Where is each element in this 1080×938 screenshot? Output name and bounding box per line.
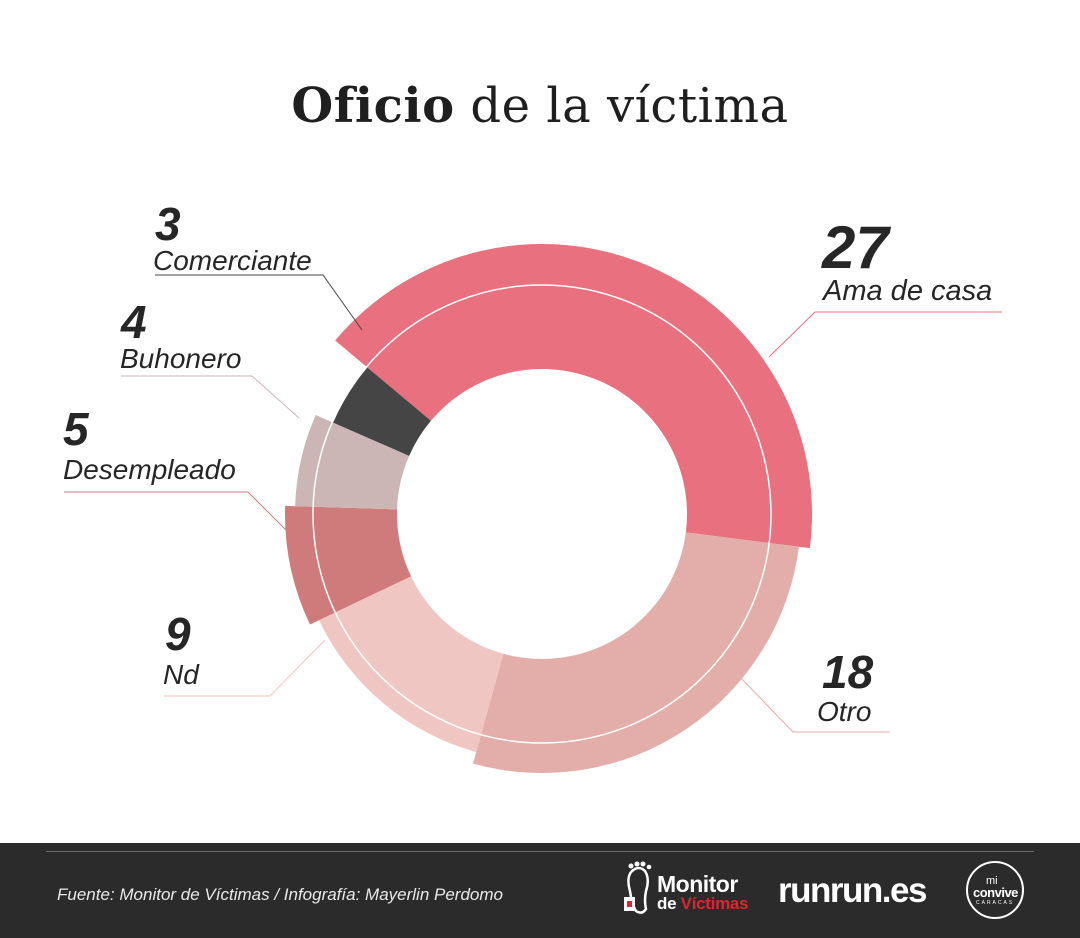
mi-convive-logo: mi convive CARACAS — [966, 861, 1024, 919]
donut-chart: 27 Ama de casa 18 Otro 9 Nd 5 Desemplead… — [63, 198, 1002, 773]
slice-buhonero — [295, 414, 410, 510]
monitor-logo-line1: Monitor — [657, 871, 738, 897]
category-label-comerciante: Comerciante — [153, 245, 312, 276]
footprint-icon — [624, 861, 652, 914]
inner-guide-ring — [312, 284, 772, 744]
slice-otro — [472, 532, 799, 773]
leader-line-nd — [164, 639, 326, 697]
footer-divider — [46, 851, 1034, 852]
value-label-desempleado: 5 — [63, 403, 90, 455]
value-label-otro: 18 — [822, 646, 874, 698]
slice-comerciante — [333, 367, 431, 456]
category-label-otro: Otro — [817, 696, 871, 727]
leader-line-comerciante — [155, 274, 363, 331]
leader-line-desempleado — [64, 491, 296, 540]
convive-logo-mi: mi — [986, 875, 998, 887]
leader-line-buhonero — [121, 375, 300, 419]
convive-logo-convive: convive — [973, 885, 1018, 900]
runrunes-logo: runrun.es — [778, 871, 927, 910]
category-label-desempleado: Desempleado — [63, 454, 236, 485]
category-label-nd: Nd — [163, 659, 200, 690]
convive-logo-caracas: CARACAS — [976, 900, 1015, 906]
value-label-ama-de-casa: 27 — [821, 214, 891, 281]
chart-title: Oficio de la víctima — [0, 78, 1080, 134]
leader-line-otro — [736, 673, 890, 733]
title-rest: de la víctima — [470, 78, 789, 134]
title-bold: Oficio — [291, 78, 455, 134]
slice-ama-de-casa — [335, 243, 812, 549]
leader-line-ama-de-casa — [768, 311, 1002, 358]
value-label-buhonero: 4 — [120, 296, 147, 348]
slice-desempleado — [285, 505, 412, 625]
category-label-buhonero: Buhonero — [120, 343, 241, 374]
slice-nd — [318, 576, 504, 753]
monitor-logo-line2: de Víctimas — [657, 894, 749, 914]
convive-ring-icon — [966, 861, 1024, 919]
footer: Fuente: Monitor de Víctimas / Infografía… — [0, 843, 1080, 938]
monitor-logo-victimas: Víctimas — [680, 894, 749, 913]
monitor-logo-de: de — [657, 894, 681, 913]
value-label-comerciante: 3 — [155, 198, 181, 250]
donut-slices — [285, 243, 812, 773]
value-label-nd: 9 — [165, 608, 191, 660]
source-credit: Fuente: Monitor de Víctimas / Infografía… — [57, 885, 503, 904]
monitor-de-victimas-logo: Monitor de Víctimas — [622, 861, 752, 917]
category-label-ama-de-casa: Ama de casa — [821, 275, 992, 307]
